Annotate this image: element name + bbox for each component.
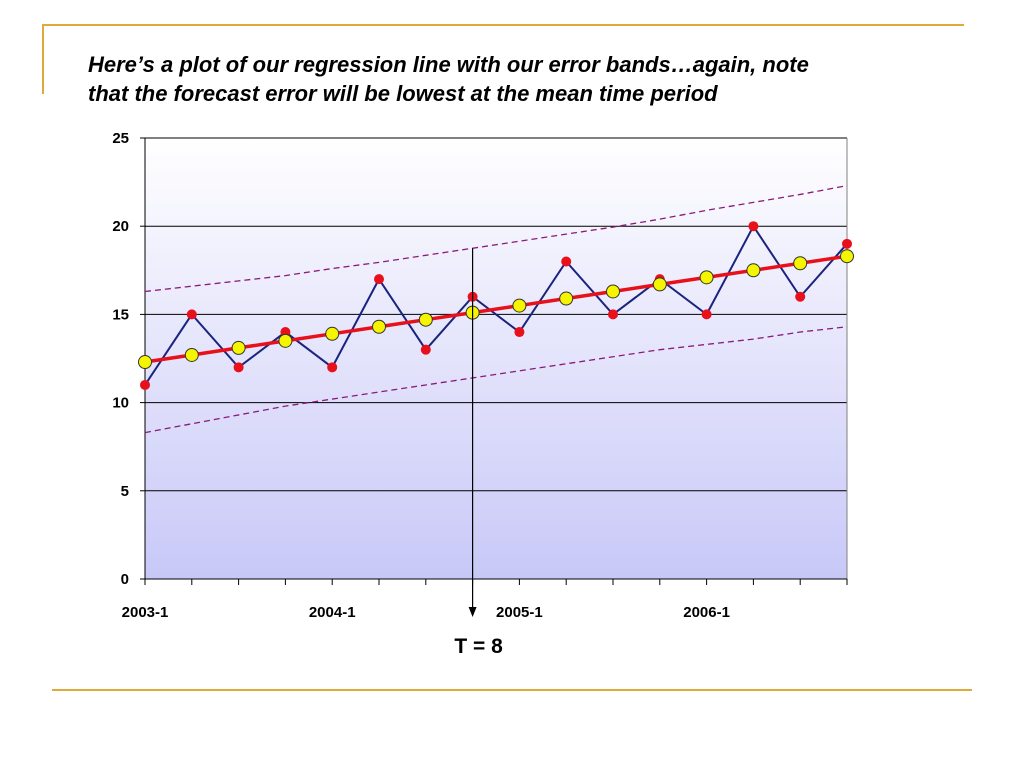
actual-point <box>701 309 712 320</box>
x-tick-label: 2005-1 <box>496 604 543 621</box>
fitted-point <box>699 270 714 285</box>
fitted-point <box>793 256 808 271</box>
actual-point <box>186 309 197 320</box>
t-marker-arrowhead <box>468 607 477 617</box>
actual-point <box>795 291 806 302</box>
top-rule <box>42 24 964 26</box>
actual-point <box>374 274 384 285</box>
slide-title-line-1: Here’s a plot of our regression line wit… <box>88 52 809 77</box>
left-rule <box>42 24 44 94</box>
actual-point <box>842 238 852 249</box>
y-tick-label: 0 <box>121 571 129 588</box>
fitted-point <box>840 249 854 264</box>
fitted-point <box>512 298 527 313</box>
y-tick-label: 25 <box>112 130 129 147</box>
slide-title: Here’s a plot of our regression line wit… <box>88 50 968 108</box>
slide-title-line-2: that the forecast error will be lowest a… <box>88 81 718 106</box>
actual-point <box>608 309 618 320</box>
fitted-point <box>231 340 246 355</box>
fitted-point <box>559 291 574 306</box>
x-tick-label: 2004-1 <box>309 604 356 621</box>
fitted-point <box>652 277 667 292</box>
actual-point <box>561 256 572 267</box>
regression-line <box>144 254 848 364</box>
bottom-rule <box>52 689 972 691</box>
fitted-point <box>184 347 199 362</box>
actual-point <box>140 379 150 390</box>
x-tick-label: 2006-1 <box>683 604 730 621</box>
actual-point <box>748 221 759 232</box>
actual-point <box>327 362 338 373</box>
fitted-point <box>325 326 340 341</box>
fitted-point <box>606 284 620 299</box>
y-tick-label: 15 <box>112 306 129 323</box>
actual-point <box>420 344 431 355</box>
fitted-point <box>138 355 152 370</box>
lower-band-line <box>144 326 848 434</box>
fitted-point <box>418 312 433 327</box>
fitted-point <box>746 263 761 278</box>
upper-band-line <box>144 184 848 293</box>
actual-series-line <box>144 224 848 386</box>
plot-area <box>145 138 847 579</box>
fitted-point <box>278 333 293 348</box>
y-tick-label: 5 <box>121 483 129 500</box>
y-tick-label: 10 <box>112 395 129 412</box>
x-tick-label: 2003-1 <box>122 604 169 621</box>
actual-point <box>233 362 244 373</box>
actual-point <box>514 327 525 338</box>
fitted-point <box>372 319 386 334</box>
y-tick-label: 20 <box>112 218 129 235</box>
t-marker-label: T = 8 <box>454 635 503 658</box>
